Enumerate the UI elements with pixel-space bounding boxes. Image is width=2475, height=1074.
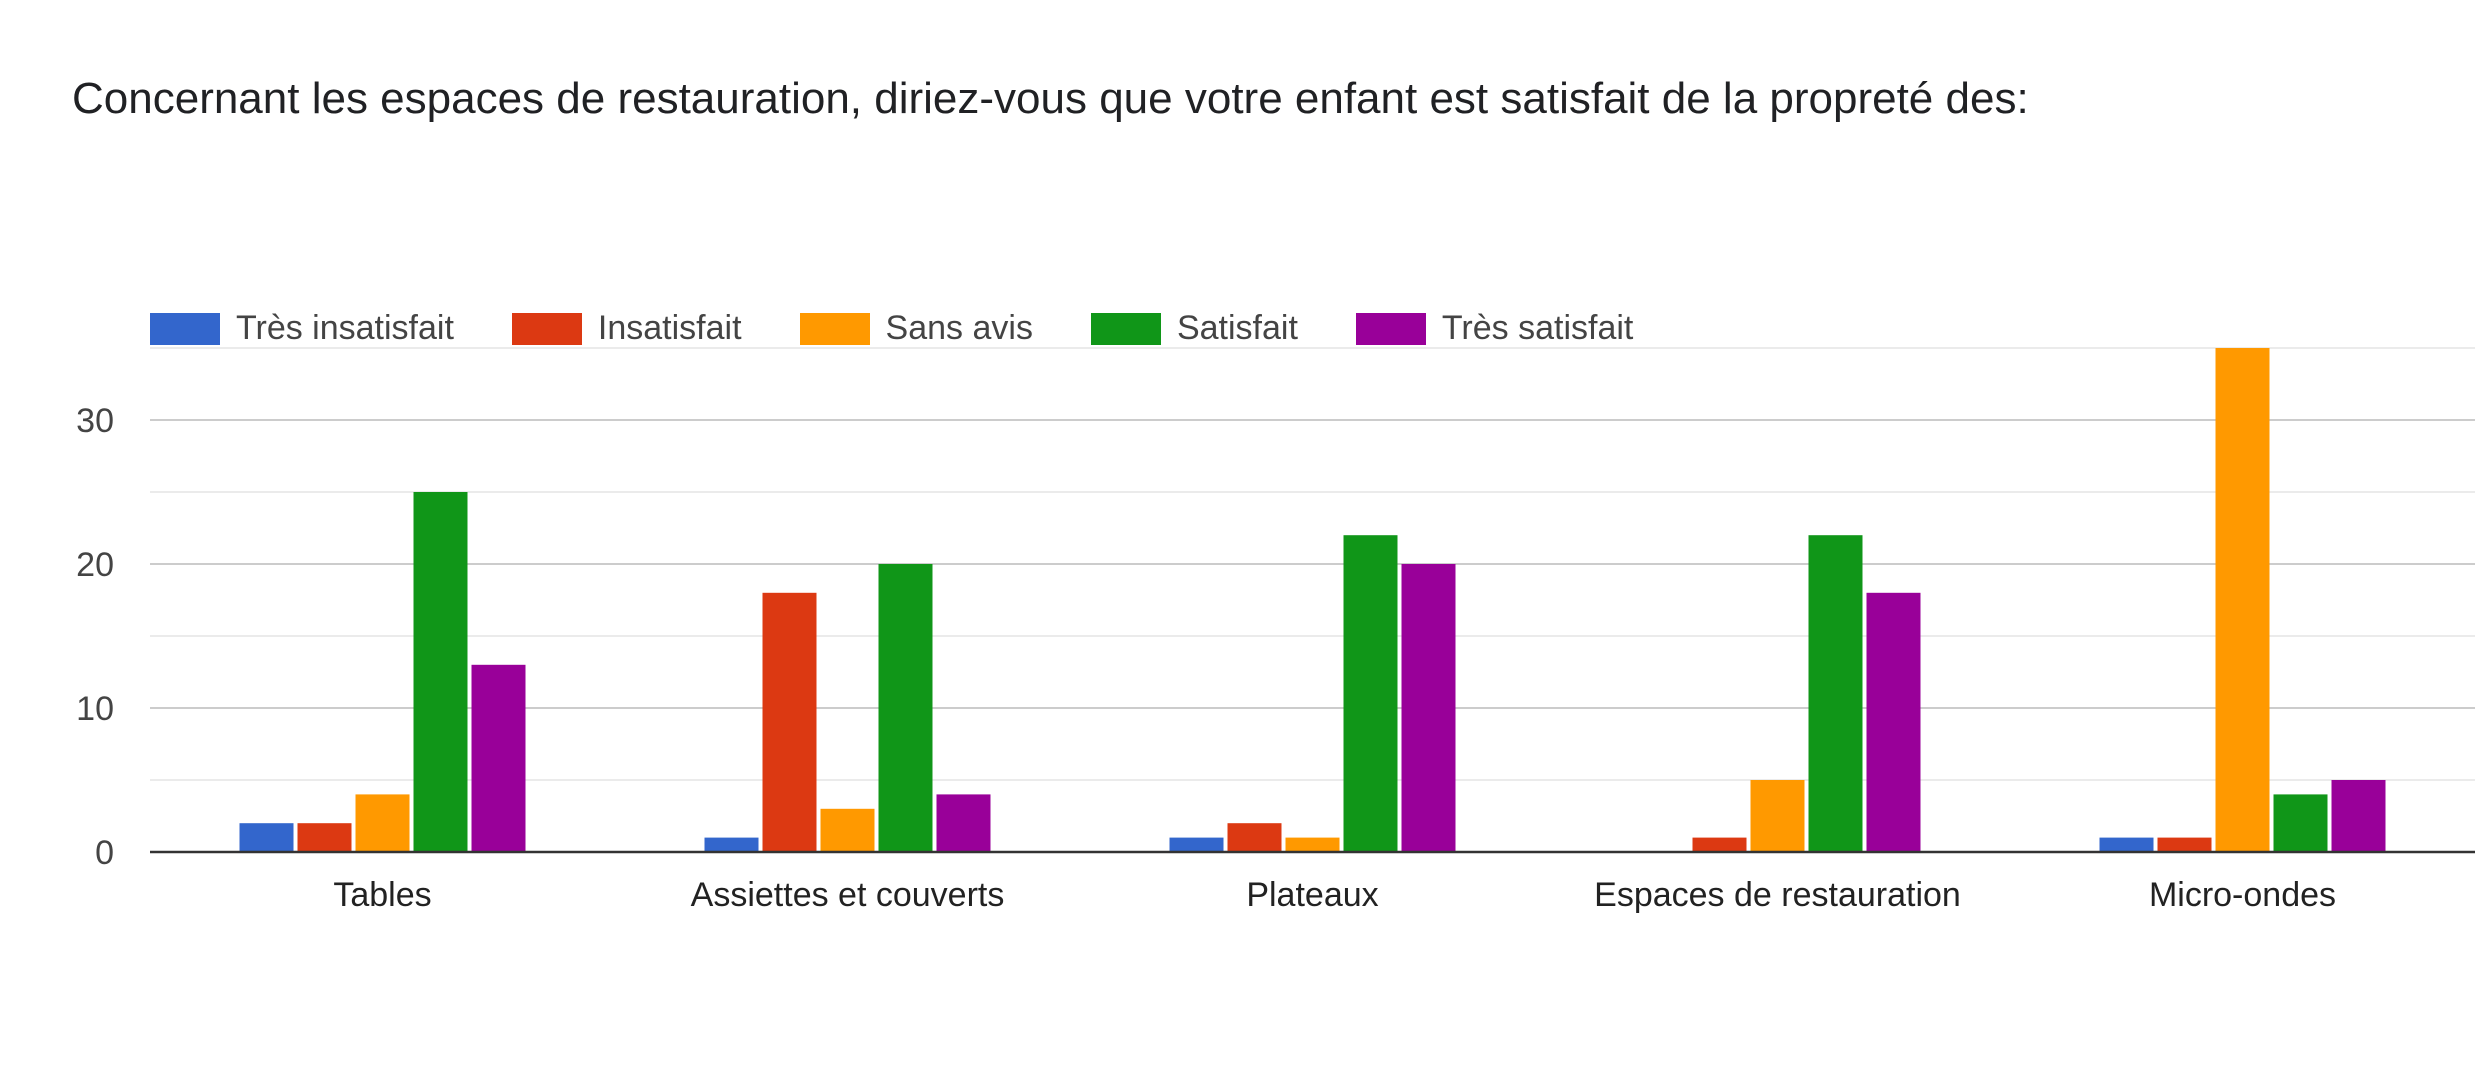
gridlines [150,347,2475,781]
bar[interactable] [762,592,817,852]
legend-swatch [1355,312,1426,345]
y-tick-label: 20 [76,546,114,584]
bar[interactable] [1227,823,1282,852]
legend-swatch [150,312,220,345]
y-tick-label: 10 [76,690,114,728]
bar[interactable] [1866,592,1921,852]
x-category-label: Espaces de restauration [1594,876,1961,914]
bar[interactable] [239,823,294,852]
bar[interactable] [1692,837,1747,852]
x-category-label: Plateaux [1246,876,1378,914]
bar[interactable] [2215,348,2270,852]
bars [239,348,2386,852]
x-category-label: Tables [333,876,431,914]
bar[interactable] [1808,535,1863,852]
legend-swatch [511,312,582,345]
legend-swatch [799,312,870,345]
bar[interactable] [704,837,759,852]
bar[interactable] [1401,564,1456,852]
y-tick-label: 0 [95,834,114,872]
bar[interactable] [1750,780,1805,852]
legend-label: Satisfait [1176,309,1298,347]
bar[interactable] [2331,780,2386,852]
chart-legend: Très insatisfait Insatisfait Sans avis S… [150,309,1691,348]
legend-item-insatisfait[interactable]: Insatisfait [511,309,742,348]
bar[interactable] [1169,837,1224,852]
bar[interactable] [1343,535,1398,852]
legend-item-sans-avis[interactable]: Sans avis [799,309,1033,348]
bar[interactable] [878,564,933,852]
legend-item-satisfait[interactable]: Satisfait [1090,309,1298,348]
x-category-label: Micro-ondes [2149,876,2336,914]
legend-label: Sans avis [885,309,1033,347]
bar[interactable] [355,794,410,852]
bar[interactable] [936,794,991,852]
legend-item-tres-insatisfait[interactable]: Très insatisfait [150,309,454,348]
bar[interactable] [413,492,468,852]
chart-title: Concernant les espaces de restauration, … [72,74,2029,123]
bar[interactable] [471,664,526,852]
bar[interactable] [2157,837,2212,852]
legend-label: Très satisfait [1441,309,1634,347]
x-category-label: Assiettes et couverts [691,876,1005,914]
legend-swatch [1090,312,1161,345]
bar[interactable] [297,823,352,852]
bar[interactable] [2273,794,2328,852]
bar[interactable] [820,808,875,852]
bar[interactable] [2099,837,2154,852]
axes: 0 10 20 30 Tables Assiettes et couverts Platea… [76,402,2475,914]
bar[interactable] [1285,837,1340,852]
legend-label: Très insatisfait [236,309,454,347]
y-tick-label: 30 [76,402,114,440]
legend-item-tres-satisfait[interactable]: Très satisfait [1355,309,1634,348]
legend-label: Insatisfait [597,309,742,347]
